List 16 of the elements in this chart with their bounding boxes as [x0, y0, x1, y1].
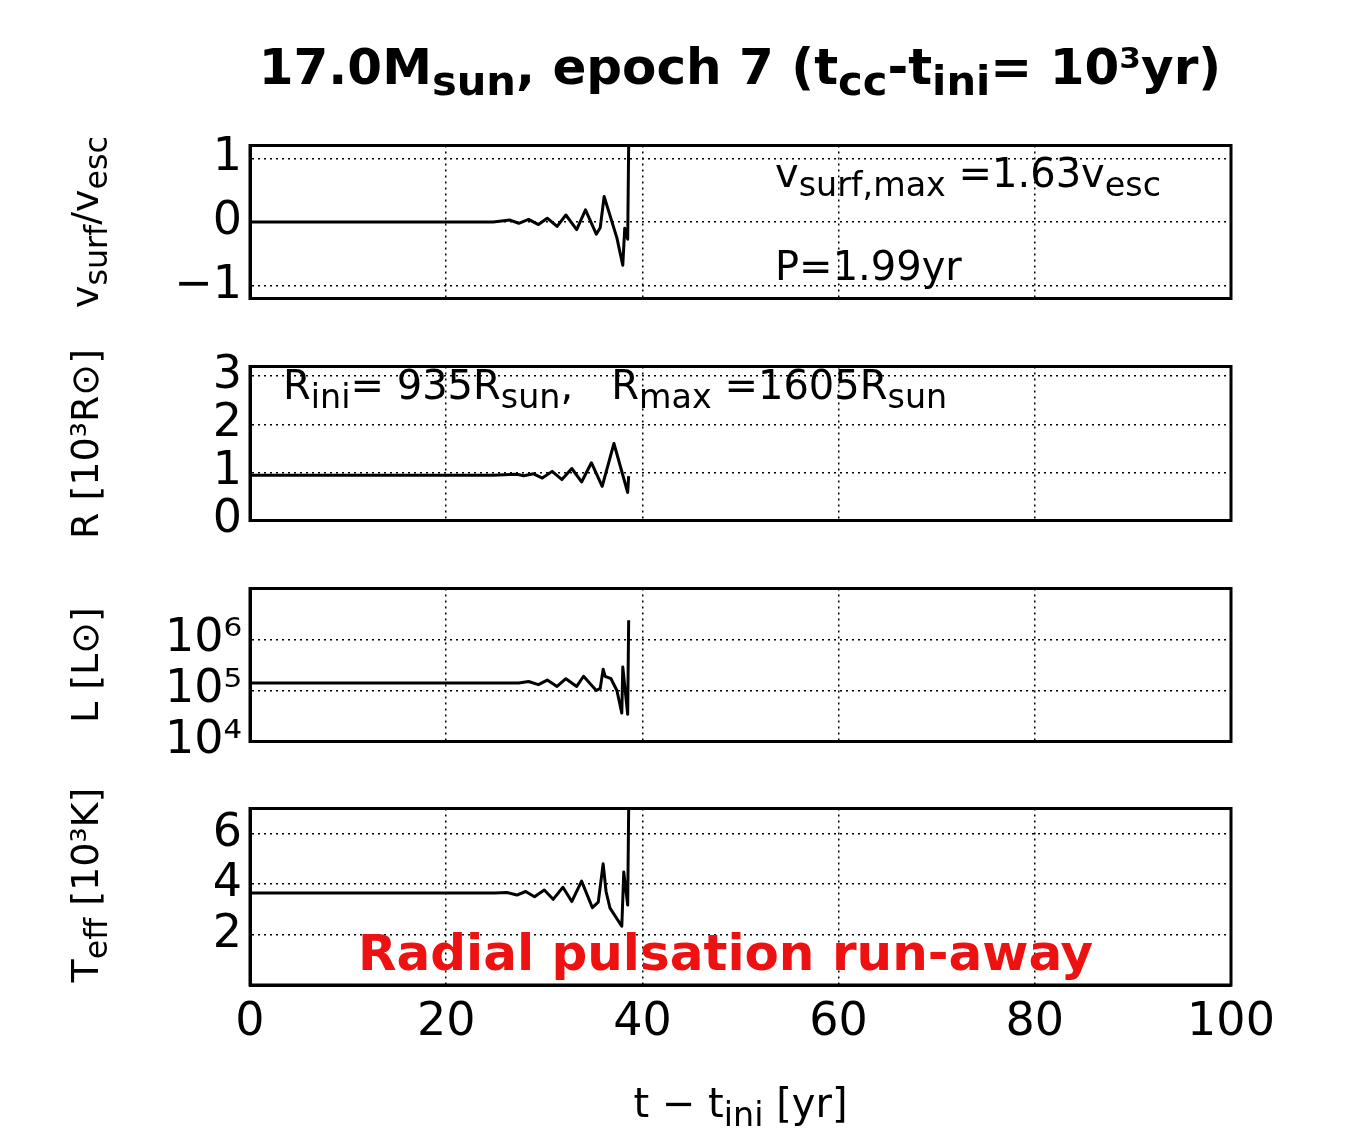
annotation: P=1.99yr [775, 243, 962, 289]
x-tick-label: 100 [1187, 991, 1275, 1046]
y-tick-label: 0 [212, 190, 242, 245]
annotation: Radial pulsation run-away [358, 924, 1094, 983]
annotation: R$_{ini}$= 935R$_{sun}$, R$_{max}$ =1605R$_{sun}$ [283, 362, 948, 417]
x-axis-title: t − t$_{ini}$ [yr] [632, 1080, 849, 1133]
chart-title: 17.0M$_{sun}$, epoch 7 (t$_{cc}$-t$_{ini}$= 10³yr) [257, 38, 1223, 105]
y-axis-title: L [L⊙] [63, 607, 107, 723]
x-tick-label: 60 [809, 991, 868, 1046]
y-tick-label: −1 [174, 254, 242, 309]
y-tick-label: 1 [212, 127, 242, 182]
y-axis-title: R [10³R⊙] [63, 348, 107, 539]
x-tick-label: 20 [416, 991, 476, 1046]
annotation: v$_{surf,max}$ =1.63v$_{esc}$ [775, 150, 1161, 205]
x-tick-label: 80 [1005, 991, 1065, 1046]
x-tick-label: 40 [613, 991, 672, 1046]
